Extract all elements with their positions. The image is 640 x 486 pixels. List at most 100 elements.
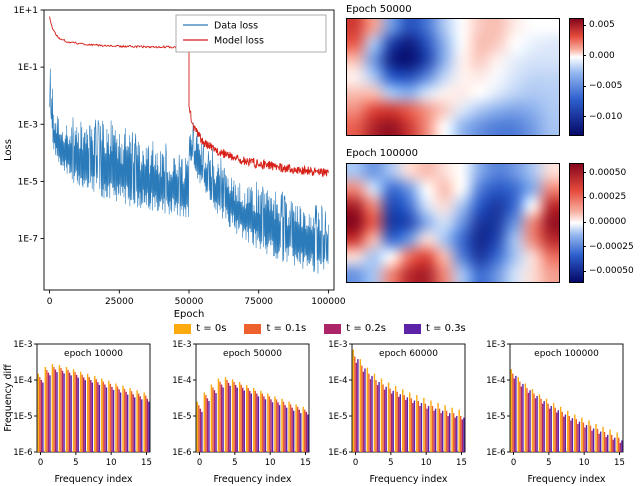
bar <box>98 384 101 452</box>
bar <box>413 400 416 452</box>
bar <box>610 434 613 452</box>
bar <box>582 422 585 452</box>
bar <box>520 386 523 452</box>
bar-chart-epoch-60000: 0 5 10 15 1E-3 1E-4 1E-5 1E-6 epoch 60000 Frequen… <box>328 340 467 485</box>
y-tick-label: 1E-3 <box>13 340 32 350</box>
bar <box>296 406 299 452</box>
bar <box>109 383 112 452</box>
bar <box>288 401 290 452</box>
bar <box>444 405 446 452</box>
bar <box>49 375 51 452</box>
bar <box>527 392 530 452</box>
legend-label: t = 0.3s <box>426 323 466 334</box>
x-tick-label: 0 <box>197 458 202 468</box>
bar <box>46 369 48 452</box>
bar <box>359 359 362 452</box>
bar <box>419 405 421 452</box>
bar <box>616 432 618 452</box>
bar <box>361 365 363 452</box>
bar <box>70 375 72 452</box>
bar <box>264 399 267 452</box>
bar <box>559 406 562 452</box>
bar <box>289 404 292 452</box>
bar <box>515 375 517 452</box>
bar <box>385 386 387 452</box>
bar-legend-entry: t = 0.3s <box>404 323 466 334</box>
bar <box>229 385 231 452</box>
bar <box>598 433 600 452</box>
bar <box>591 430 593 452</box>
bar <box>595 423 597 452</box>
bar <box>145 395 147 452</box>
bar <box>352 349 354 452</box>
colorbar-epoch-50000 <box>569 18 584 136</box>
bar <box>304 409 306 452</box>
bar <box>529 390 531 452</box>
bar <box>104 384 106 452</box>
colorbar-ticks-epoch-100000: 0.00050 0.00025 0.00000 −0.00025 −0.00050 <box>583 163 639 281</box>
bar <box>416 395 418 452</box>
y-tick-label: 1E-3 <box>328 340 347 350</box>
y-tick-label: 1E-6 <box>486 448 505 458</box>
colorbar-tick-label: −0.00025 <box>589 241 634 252</box>
bar <box>371 375 373 452</box>
bar <box>524 383 527 452</box>
bar <box>37 373 39 452</box>
bar <box>449 413 451 452</box>
bar <box>557 410 559 452</box>
bar <box>81 374 83 452</box>
bar <box>382 384 384 452</box>
colorbar-tick-label: −0.005 <box>589 81 623 92</box>
y-tick-label: 1E-6 <box>13 448 32 458</box>
bar <box>605 437 607 452</box>
bar <box>108 380 110 452</box>
legend-label: t = 0s <box>196 323 227 334</box>
x-tick-label: 25000 <box>105 297 134 307</box>
bar <box>596 428 599 452</box>
bar <box>119 392 122 452</box>
bar <box>396 391 398 452</box>
bar <box>54 369 57 452</box>
heatmap-title-epoch-100000: Epoch 100000 <box>346 148 418 159</box>
bar <box>242 387 244 452</box>
bar <box>392 390 394 452</box>
bar <box>115 383 117 452</box>
bar <box>243 390 245 452</box>
bar <box>84 380 86 452</box>
bar <box>554 407 556 452</box>
bar <box>380 378 383 452</box>
bar <box>609 429 611 452</box>
axes-frame <box>509 343 624 453</box>
bar <box>460 416 462 452</box>
bar <box>118 389 120 452</box>
y-tick-label: 1E-5 <box>328 412 347 422</box>
bar <box>196 401 198 452</box>
x-tick-label: 15 <box>456 458 467 468</box>
bar <box>378 382 380 452</box>
bar <box>526 387 528 452</box>
bar <box>231 379 234 452</box>
y-tick-label: 1E-4 <box>328 376 347 386</box>
bar <box>621 440 623 452</box>
bar <box>102 381 105 452</box>
bar <box>300 413 302 452</box>
bar <box>581 417 583 452</box>
bar <box>522 383 524 452</box>
colorbar-tick <box>583 172 586 174</box>
y-tick-label: 1E-5 <box>18 177 38 187</box>
bar <box>201 411 203 452</box>
bar <box>291 407 293 452</box>
bar-legend-entry: t = 0.1s <box>244 323 306 334</box>
bar <box>63 373 65 452</box>
bar <box>556 412 558 452</box>
bar <box>607 434 609 452</box>
bar <box>433 410 435 452</box>
bar <box>205 395 207 452</box>
legend-swatch <box>174 323 192 334</box>
bar <box>369 379 372 452</box>
x-axis-label: Frequency index <box>527 474 605 485</box>
y-axis-label: Loss <box>3 139 14 161</box>
x-tick-label: 0 <box>38 458 43 468</box>
bar <box>588 420 590 452</box>
